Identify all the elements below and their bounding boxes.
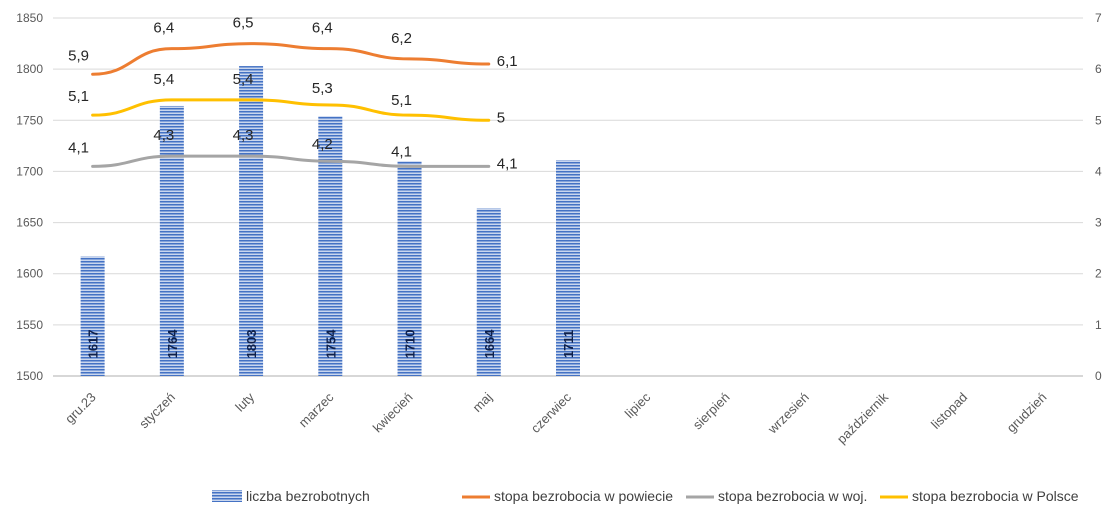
category-label: październik (834, 389, 891, 446)
bar (159, 105, 184, 377)
line-data-label: 5 (497, 109, 505, 126)
bar-value-label: 1711 (561, 330, 576, 358)
left-tick-label: 1850 (16, 11, 43, 25)
left-tick-label: 1600 (16, 267, 43, 281)
category-label: wrzesień (764, 390, 812, 438)
bar-value-label: 1617 (86, 330, 101, 359)
category-label: maj (469, 389, 494, 414)
left-tick-label: 1750 (16, 113, 43, 127)
right-tick-label: 5 (1095, 113, 1102, 127)
bar-value-label: 1664 (482, 329, 497, 359)
line-data-label: 5,1 (391, 92, 412, 109)
right-tick-label: 6 (1095, 62, 1102, 76)
right-tick-label: 4 (1095, 164, 1102, 178)
category-label: grudzień (1004, 390, 1050, 436)
x-axis-categories: gru.23 styczeń luty marzec kwiecień maj czerwi… (62, 389, 1049, 446)
bar (239, 66, 264, 377)
line-data-label: 4,3 (233, 127, 254, 144)
line-data-label: 6,5 (233, 15, 254, 32)
bar-value-label: 1803 (244, 330, 259, 359)
right-tick-label: 3 (1095, 216, 1102, 230)
line-data-label: 6,4 (312, 20, 333, 37)
legend-label: stopa bezrobocia w powiecie (494, 488, 673, 504)
right-tick-label: 2 (1095, 267, 1102, 281)
legend-label: stopa bezrobocia w Polsce (912, 488, 1079, 504)
line-data-label: 4,1 (497, 155, 518, 172)
bar (318, 116, 343, 377)
line-data-label: 4,2 (312, 136, 333, 153)
left-tick-label: 1700 (16, 164, 43, 178)
bar (397, 161, 422, 376)
line-data-label: 6,4 (153, 20, 174, 37)
right-axis: 0 1 2 3 4 5 6 7 (1095, 11, 1102, 383)
line-data-label: 4,3 (153, 127, 174, 144)
category-label: marzec (296, 389, 337, 430)
left-tick-label: 1550 (16, 318, 43, 332)
legend-label: liczba bezrobotnych (246, 488, 370, 504)
category-label: czerwiec (528, 389, 575, 436)
line-data-label: 5,9 (68, 47, 89, 64)
line-data-label: 4,1 (391, 143, 412, 160)
right-tick-label: 0 (1095, 369, 1102, 383)
category-label: styczeń (136, 390, 178, 432)
right-tick-label: 1 (1095, 318, 1102, 332)
right-tick-label: 7 (1095, 11, 1102, 25)
line-data-label: 5,4 (233, 71, 254, 88)
bar (80, 256, 105, 376)
left-tick-label: 1650 (16, 216, 43, 230)
line-data-label: 5,3 (312, 80, 333, 97)
line-data-label: 5,1 (68, 88, 89, 105)
bar (556, 160, 580, 376)
category-label: gru.23 (62, 390, 99, 427)
category-label: lipiec (622, 389, 654, 421)
bar-value-label: 1754 (323, 329, 338, 359)
line-series-group: 5,9 6,4 6,5 6,4 6,2 6,1 4,1 4,3 4,3 4,2 4,1 4,1 5,1 5… (68, 15, 517, 173)
bar (476, 208, 501, 376)
line-data-label: 6,1 (497, 53, 518, 70)
line-data-label: 5,4 (153, 71, 174, 88)
series-line (91, 154, 491, 168)
category-label: sierpień (690, 390, 733, 433)
category-label: listopad (928, 390, 970, 432)
legend-swatch-bar (212, 490, 242, 502)
legend: liczba bezrobotnych stopa bezrobocia w po… (212, 488, 1079, 504)
bar-value-label: 1710 (403, 330, 418, 359)
series-line (91, 98, 491, 122)
left-axis: 1500 1550 1600 1650 1700 1750 1800 1850 (16, 11, 43, 383)
line-data-label: 6,2 (391, 30, 412, 47)
left-tick-label: 1800 (16, 62, 43, 76)
category-label: luty (232, 389, 257, 414)
category-label: kwiecień (370, 390, 416, 436)
left-tick-label: 1500 (16, 369, 43, 383)
line-data-label: 4,1 (68, 139, 89, 156)
legend-label: stopa bezrobocia w woj. (718, 488, 867, 504)
bar-series: 1617 1764 1803 1754 1710 1664 1711 (80, 66, 580, 377)
bar-value-label: 1764 (165, 329, 180, 359)
series-line (91, 42, 491, 76)
